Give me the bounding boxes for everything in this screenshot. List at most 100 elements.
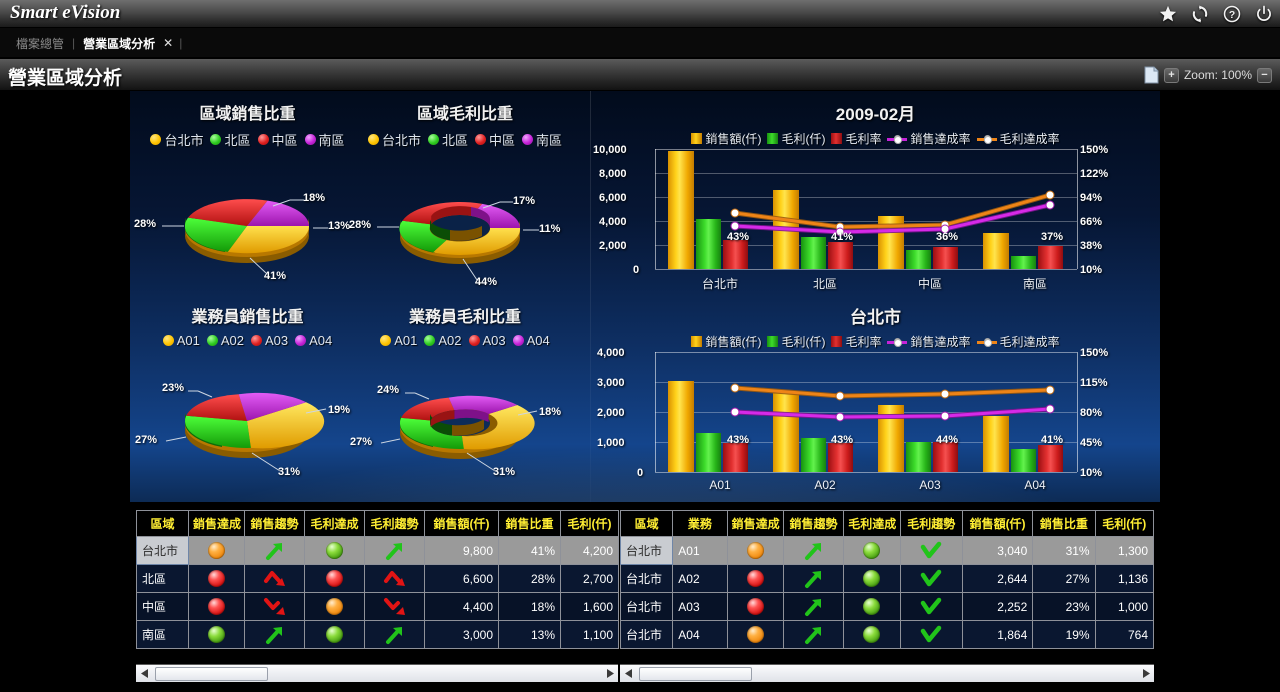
legend-item: 中區 [475,130,515,149]
scroll-left-button[interactable] [620,666,637,682]
scroll-right-button[interactable] [1137,666,1154,682]
column-header[interactable]: 銷售比重 [498,510,561,537]
arrow-up-icon [265,542,282,560]
column-header[interactable]: 區域 [619,510,674,537]
column-header[interactable]: 銷售達成 [726,510,784,537]
table-row[interactable]: 台北市 A01 3,040 31% 1,300 [619,536,1155,565]
legend-item: 台北市 [150,130,203,149]
status-light-green [863,542,881,559]
cell-region: 北區 [136,564,189,593]
y-axis-tick: 1,000 [597,437,625,449]
table-body: 台北市 A01 3,040 31% 1,300 台北市 A02 2,644 27% 1,136 台北… [619,536,1155,649]
chart-region-sales-share[interactable]: 區域銷售比重 台北市 北區 中區 南區 [134,100,355,300]
cell-region: 台北市 [619,620,674,649]
arrow-down-icon [383,597,405,615]
status-light-red [746,598,764,615]
column-header[interactable]: 銷售比重 [1032,510,1096,537]
donut-graphic [377,201,539,281]
axis-line-bottom [655,472,1077,473]
cell-sales-share: 28% [498,564,561,593]
table-row[interactable]: 中區 4,400 18% 1,600 [136,592,619,621]
bar-margin [933,247,958,269]
scroll-right-button[interactable] [601,666,618,682]
star-icon[interactable] [1158,4,1178,24]
legend-item: A02 [206,333,244,348]
chart-rep-sales-share[interactable]: 業務員銷售比重 A01 A02 A03 A04 [135,303,355,498]
rep-table-panel: 區域 業務 銷售達成 銷售趨勢 毛利達成 毛利趨勢 銷售額(仟) 銷售比重 毛利(仟) 台北市 A… [619,510,1155,682]
horizontal-scrollbar[interactable] [136,664,618,682]
pie-slice-label: 28% [349,219,372,231]
column-header[interactable]: 銷售趨勢 [782,510,845,537]
tab-region-analysis[interactable]: 營業區域分析 [83,36,156,51]
gridline [655,442,1077,443]
pie-slice-label: 13% [328,220,351,232]
table-row[interactable]: 南區 3,000 13% 1,100 [136,620,619,649]
zoom-out-button[interactable]: − [1257,67,1272,83]
chart-rep-profit-share[interactable]: 業務員毛利比重 A01 A02 A03 A04 [350,303,575,498]
scrollbar-track[interactable] [153,666,601,682]
column-header[interactable]: 銷售額(仟) [961,510,1034,537]
table-row[interactable]: 台北市 A02 2,644 27% 1,136 [619,564,1155,593]
column-header[interactable]: 毛利趨勢 [364,510,425,537]
help-icon[interactable]: ? [1222,4,1242,24]
plot-area: 4,000 3,000 2,000 1,000 0 150% 115% 80% … [593,347,1158,499]
scrollbar-thumb[interactable] [639,666,752,681]
bars-layer [655,149,1077,269]
y-axis-tick: 3,000 [597,377,625,389]
cell-region: 南區 [136,620,189,649]
column-header[interactable]: 業務 [672,510,728,537]
column-header[interactable]: 毛利達成 [304,510,365,537]
chart-region-monthly[interactable]: 2009-02月 銷售額(仟) 毛利(仟) 毛利率 銷售達成率 毛利達成率 10… [593,100,1158,300]
tab-separator-2: | [179,36,183,50]
chart-title: 2009-02月 [835,105,916,124]
refresh-icon[interactable] [1190,4,1210,24]
y-axis-tick: 2,000 [599,240,627,252]
bar-profit [906,250,931,269]
arrow-up-then-down-icon [383,570,405,586]
document-icon[interactable] [1144,66,1159,84]
table-header-row: 區域 業務 銷售達成 銷售趨勢 毛利達成 毛利趨勢 銷售額(仟) 銷售比重 毛利(仟) [619,510,1155,537]
tab-file-explorer[interactable]: 檔案總管 [16,36,65,51]
legend-item: 銷售達成率 [887,333,971,350]
column-header[interactable]: 銷售達成 [188,510,245,537]
y2-axis-tick: 45% [1080,437,1103,449]
table-row[interactable]: 台北市 A04 1,864 19% 764 [619,620,1155,649]
bar-data-label: 37% [1041,231,1064,243]
scroll-left-button[interactable] [136,666,153,682]
column-header[interactable]: 區域 [136,510,189,537]
scrollbar-thumb[interactable] [155,666,268,681]
scrollbar-track[interactable] [637,666,1137,682]
axis-line-bottom [655,269,1077,270]
horizontal-scrollbar[interactable] [620,664,1154,682]
pie-slice-label: 31% [278,466,301,478]
column-header[interactable]: 毛利(仟) [1094,510,1155,537]
table-row[interactable]: 北區 6,600 28% 2,700 [136,564,619,593]
column-header[interactable]: 毛利趨勢 [899,510,963,537]
y2-axis-tick: 94% [1080,192,1103,204]
rep-table[interactable]: 區域 業務 銷售達成 銷售趨勢 毛利達成 毛利趨勢 銷售額(仟) 銷售比重 毛利(仟) 台北市 A… [619,510,1155,649]
table-row[interactable]: 台北市 9,800 41% 4,200 [136,536,619,565]
column-header[interactable]: 銷售趨勢 [244,510,305,537]
cell-profit-status [843,536,901,565]
status-light-red [326,570,343,587]
tab-close-icon[interactable]: ✕ [163,36,174,50]
zoom-in-button[interactable]: + [1163,67,1179,83]
column-header[interactable]: 毛利達成 [843,510,901,537]
chart-taipei-reps[interactable]: 台北市 銷售額(仟) 毛利(仟) 毛利率 銷售達成率 毛利達成率 4,000 3… [593,303,1158,502]
column-header[interactable]: 銷售額(仟) [424,510,499,537]
arrow-up-icon [804,570,821,588]
bar-margin [723,443,748,472]
table-row[interactable]: 台北市 A03 2,252 23% 1,000 [619,592,1155,621]
cell-profit: 1,000 [1094,592,1155,621]
column-header[interactable]: 毛利(仟) [560,510,619,537]
arrow-up-icon [385,626,402,644]
chart-region-profit-share[interactable]: 區域毛利比重 台北市 北區 中區 南區 [349,100,575,300]
cell-sales-trend [244,592,305,621]
region-table[interactable]: 區域 銷售達成 銷售趨勢 毛利達成 毛利趨勢 銷售額(仟) 銷售比重 毛利(仟) 台北市 9,8… [136,510,619,649]
power-icon[interactable] [1254,4,1274,24]
cell-profit: 4,200 [560,536,619,565]
pie-slice-label: 18% [303,192,326,204]
cell-sales: 3,040 [961,536,1034,565]
gridline [655,245,1077,246]
cell-sales-status [188,592,245,621]
